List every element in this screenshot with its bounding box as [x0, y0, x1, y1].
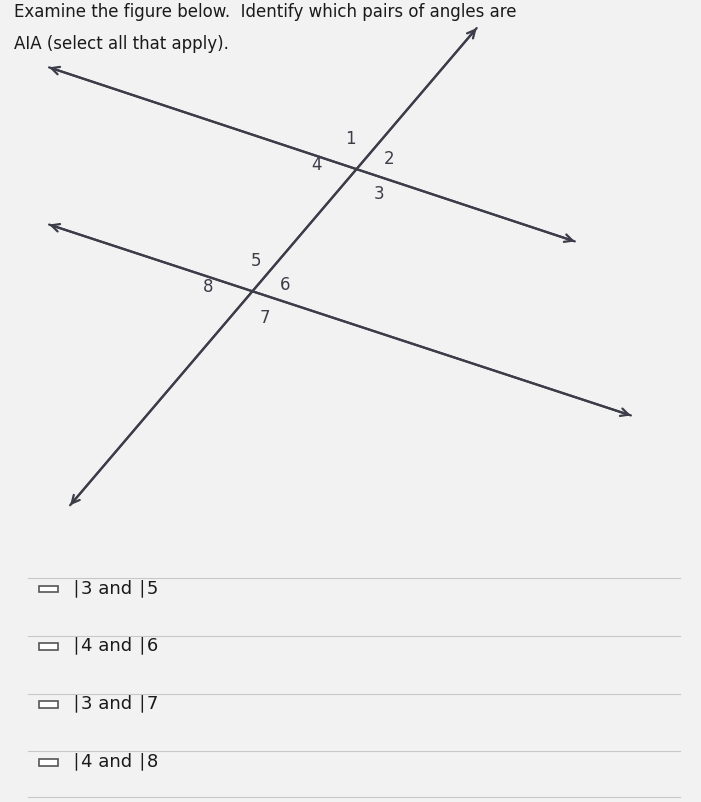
- Text: 5: 5: [251, 252, 261, 269]
- Bar: [39, 701, 58, 708]
- Bar: [39, 759, 58, 766]
- Text: ∣3 and ∣5: ∣3 and ∣5: [72, 579, 158, 597]
- Text: 8: 8: [203, 278, 213, 297]
- Text: 3: 3: [374, 184, 384, 203]
- Text: ∣4 and ∣6: ∣4 and ∣6: [72, 637, 158, 654]
- Text: 6: 6: [280, 277, 290, 294]
- Text: 4: 4: [312, 156, 322, 174]
- Text: 1: 1: [346, 129, 356, 148]
- Bar: [39, 643, 58, 650]
- Text: 7: 7: [259, 309, 270, 327]
- Text: 2: 2: [383, 150, 394, 168]
- Text: ∣3 and ∣7: ∣3 and ∣7: [72, 695, 158, 712]
- Text: AIA (select all that apply).: AIA (select all that apply).: [14, 34, 229, 53]
- Text: Examine the figure below.  Identify which pairs of angles are: Examine the figure below. Identify which…: [14, 3, 517, 21]
- Bar: [39, 585, 58, 593]
- Text: ∣4 and ∣8: ∣4 and ∣8: [72, 752, 158, 770]
